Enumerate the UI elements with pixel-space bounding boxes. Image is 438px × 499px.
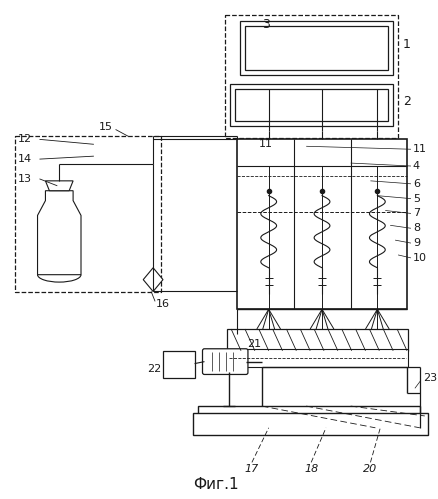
Text: 10: 10 [413,253,427,263]
Text: 5: 5 [413,194,420,204]
Bar [240,21,393,75]
Bar [15,136,161,292]
Bar [227,329,408,351]
Text: 2: 2 [403,95,411,108]
Text: 18: 18 [304,464,318,474]
Text: 4: 4 [413,161,420,171]
FancyBboxPatch shape [202,349,248,374]
Text: 12: 12 [18,134,32,144]
Text: 14: 14 [18,154,32,164]
Text: 15: 15 [99,122,113,132]
Bar [245,26,388,70]
Text: 13: 13 [18,174,32,184]
Bar [193,413,428,435]
Text: 16: 16 [156,299,170,309]
Bar [230,84,393,126]
Bar [237,139,407,309]
Text: 11: 11 [259,139,273,149]
Text: 20: 20 [363,464,378,474]
Text: 9: 9 [413,238,420,248]
Text: 8: 8 [413,223,420,233]
Text: 1: 1 [403,38,411,51]
Bar [163,351,194,378]
Bar [198,406,420,428]
Text: 7: 7 [413,209,420,219]
Polygon shape [143,268,163,291]
Text: 17: 17 [245,464,259,474]
Bar [225,15,398,138]
Polygon shape [38,191,81,274]
Bar [235,89,388,121]
Polygon shape [46,181,73,191]
Bar [227,349,408,367]
Text: 23: 23 [423,373,437,383]
Text: 6: 6 [413,179,420,189]
Text: 22: 22 [147,364,161,374]
Text: Фиг.1: Фиг.1 [194,477,239,492]
Text: 21: 21 [247,339,261,349]
Text: 11: 11 [413,144,427,154]
Text: 3: 3 [262,18,270,31]
